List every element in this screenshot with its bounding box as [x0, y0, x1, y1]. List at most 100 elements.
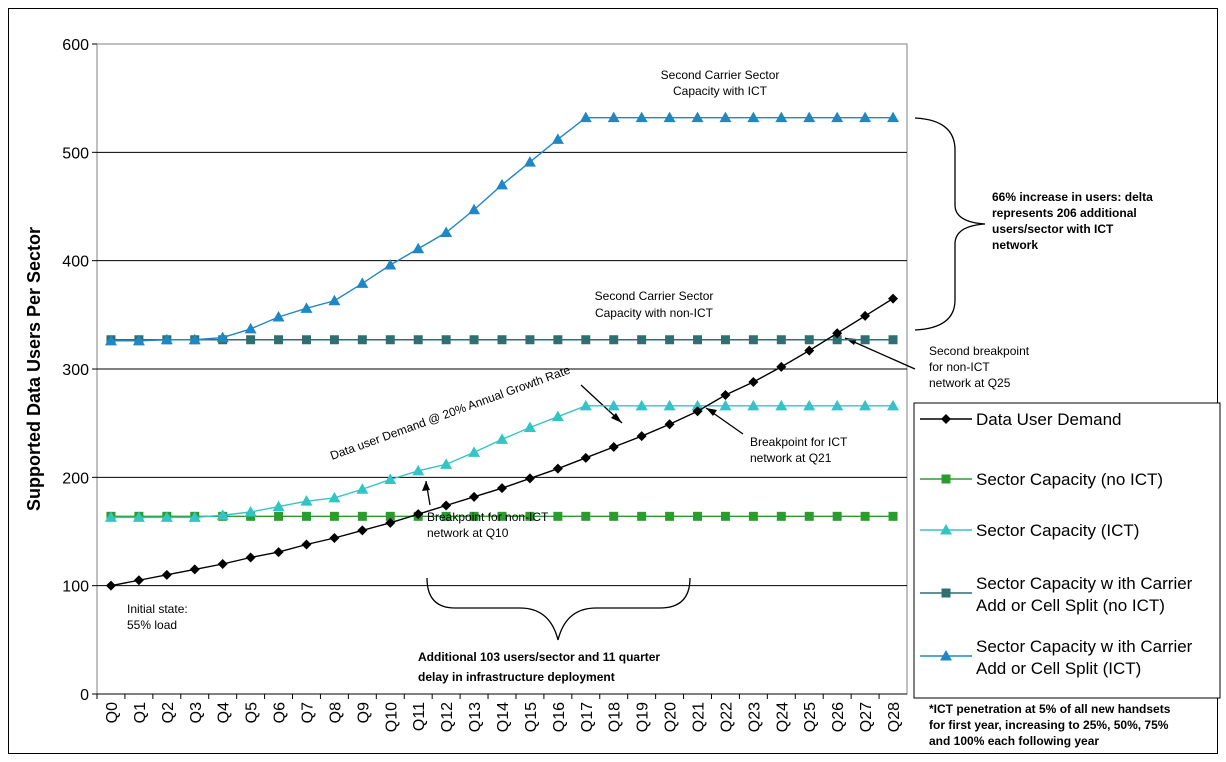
x-tick-label: Q5	[244, 702, 261, 723]
data-point	[384, 259, 397, 270]
legend-marker	[940, 650, 952, 661]
x-tick-label: Q16	[551, 702, 568, 732]
data-point	[244, 506, 257, 517]
data-point	[469, 335, 479, 345]
annotation-breakpoint-nonict-1: Breakpoint for non-ICT	[427, 510, 549, 524]
x-tick-label: Q19	[635, 702, 652, 732]
data-point	[356, 277, 369, 288]
x-tick-label: Q24	[774, 702, 791, 732]
data-point	[301, 335, 311, 345]
legend: Data User Demand Sector Capacity (no ICT)…	[920, 410, 1193, 678]
data-point	[553, 511, 563, 521]
annotation-increase-66-3: users/sector with ICT	[992, 222, 1114, 236]
annotation-second-carrier-ict-2: Capacity with ICT	[673, 84, 768, 98]
data-point	[803, 111, 816, 123]
data-point	[274, 511, 284, 521]
legend-marker	[941, 414, 951, 424]
data-point	[216, 509, 229, 520]
data-point	[216, 331, 229, 343]
brace-103-delay	[426, 577, 691, 641]
data-point	[523, 156, 536, 167]
x-tick-label: Q27	[858, 702, 875, 732]
data-point	[468, 203, 481, 215]
data-point	[832, 511, 842, 521]
data-point	[104, 334, 117, 346]
data-point	[329, 335, 339, 345]
data-point	[581, 511, 591, 521]
x-tick-label: Q6	[272, 702, 289, 723]
data-point	[720, 390, 731, 400]
annotation-breakpoint-ict-1: Breakpoint for ICT	[750, 435, 848, 449]
data-point	[609, 511, 619, 521]
series-4	[104, 111, 900, 346]
data-point	[635, 111, 648, 123]
data-point	[748, 377, 759, 387]
data-point	[246, 335, 256, 345]
annotation-increase-66-4: network	[992, 238, 1038, 252]
data-point	[245, 552, 256, 563]
data-point	[161, 569, 172, 580]
data-point	[469, 511, 479, 521]
data-point	[496, 178, 508, 190]
annotation-increase-66-1: 66% increase in users: delta	[992, 190, 1153, 204]
data-point	[385, 517, 396, 528]
data-point	[720, 335, 730, 345]
x-tick-label: Q1	[132, 702, 149, 723]
data-point	[551, 410, 564, 422]
data-point	[691, 399, 704, 411]
annotation-initial-state-1: Initial state:	[127, 602, 188, 616]
legend-label: Sector Capacity w ith Carrier	[976, 574, 1193, 593]
x-tick-label: Q15	[523, 702, 540, 732]
data-point	[748, 511, 758, 521]
data-point	[441, 335, 451, 345]
data-point	[747, 111, 760, 123]
data-point	[273, 547, 284, 558]
data-point	[859, 111, 872, 123]
data-point	[301, 511, 311, 521]
y-tick-label: 300	[62, 362, 89, 379]
x-axis-ticks: Q0 Q1 Q2 Q3 Q4 Q5 Q6 Q7 Q8 Q9 Q10 Q11 Q12 Q13 Q14 Q15 Q1…	[96, 693, 907, 732]
data-point	[804, 511, 814, 521]
data-point	[244, 322, 257, 334]
y-axis-label: Supported Data Users Per Sector	[24, 227, 44, 511]
data-point	[525, 335, 535, 345]
legend-item: Sector Capacity (ICT)	[920, 521, 1139, 540]
data-point	[665, 335, 675, 345]
data-point	[860, 310, 871, 321]
data-point	[385, 511, 395, 521]
data-point	[776, 335, 786, 345]
data-point	[217, 559, 228, 569]
data-point	[356, 483, 369, 494]
x-tick-label: Q0	[104, 702, 121, 723]
x-tick-label: Q3	[188, 702, 205, 723]
data-point	[637, 511, 647, 521]
annotation-second-breakpoint-2: for non-ICT	[929, 360, 990, 374]
data-point	[831, 111, 844, 123]
data-point	[300, 302, 313, 313]
data-point	[832, 328, 843, 339]
legend-marker	[940, 524, 952, 535]
x-tick-label: Q12	[439, 702, 456, 732]
x-tick-label: Q11	[411, 702, 428, 731]
data-point	[888, 511, 898, 521]
legend-label: Data User Demand	[976, 410, 1122, 429]
data-point	[523, 421, 536, 432]
data-point	[497, 483, 507, 494]
data-point	[328, 294, 341, 306]
data-point	[551, 133, 564, 144]
data-point	[553, 335, 563, 345]
data-point	[888, 335, 898, 345]
annotation-additional-103-1: Additional 103 users/sector and 11 quart…	[418, 650, 660, 664]
x-tick-label: Q17	[579, 702, 596, 732]
data-point	[581, 335, 591, 345]
data-point	[440, 226, 453, 237]
series-0	[105, 293, 899, 591]
annotation-increase-66-2: represents 206 additional	[992, 206, 1137, 220]
data-point	[132, 511, 145, 522]
data-point	[664, 419, 675, 430]
data-point	[441, 500, 452, 511]
legend-label: Add or Cell Split (ICT)	[976, 659, 1141, 678]
annotation-additional-103-2: delay in infrastructure deployment	[418, 670, 615, 684]
x-tick-label: Q20	[663, 702, 680, 732]
